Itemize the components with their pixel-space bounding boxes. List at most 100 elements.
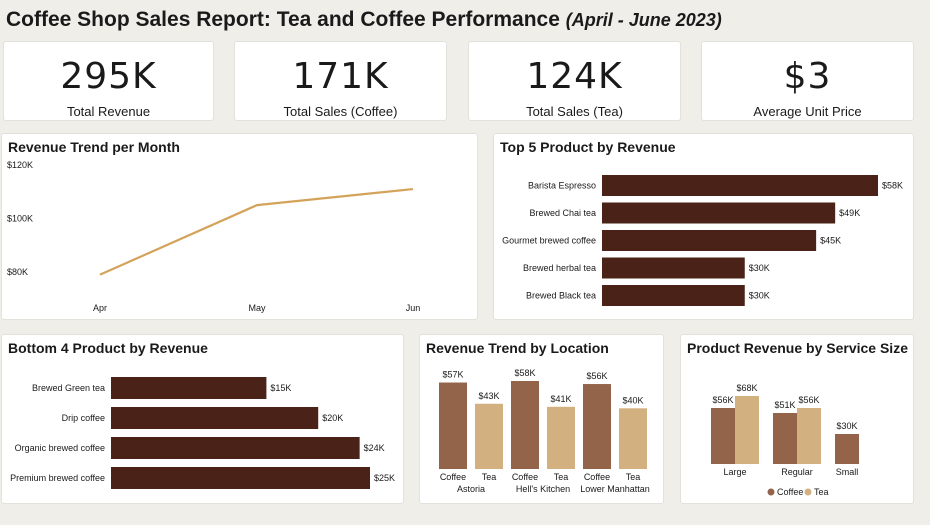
- chart-title: Top 5 Product by Revenue: [500, 139, 676, 155]
- y-tick-label: $100K: [7, 214, 33, 224]
- bar: [835, 434, 859, 464]
- kpi-label: Total Sales (Coffee): [283, 104, 398, 119]
- kpi-label: Total Revenue: [66, 104, 151, 119]
- x-tick-label: Apr: [93, 303, 107, 313]
- bar: [602, 257, 745, 279]
- data-label: $49K: [839, 208, 860, 218]
- chart-title: Revenue Trend by Location: [426, 340, 609, 356]
- bar: [111, 377, 267, 399]
- kpi-card-average-unit-price: $3 Average Unit Price: [701, 41, 914, 121]
- bar: [511, 381, 539, 469]
- data-label: $56K: [586, 371, 607, 381]
- x-category-label: Regular: [781, 467, 813, 477]
- data-label: $25K: [374, 473, 395, 483]
- kpi-value: 295K: [60, 56, 157, 97]
- legend-coffee-marker: [767, 488, 775, 496]
- bar: [439, 382, 467, 469]
- category-label: Barista Espresso: [528, 181, 596, 191]
- bar: [602, 202, 836, 224]
- bar: [797, 408, 821, 464]
- x-category-label: Hell's Kitchen: [516, 484, 570, 494]
- category-label: Gourmet brewed coffee: [502, 236, 596, 246]
- kpi-value: $3: [783, 56, 832, 97]
- chart-title: Revenue Trend per Month: [8, 139, 180, 155]
- x-subcategory-label: Coffee: [512, 472, 538, 482]
- data-label: $68K: [736, 383, 757, 393]
- x-subcategory-label: Tea: [554, 472, 569, 482]
- location-card: Revenue Trend by Location $57K Coffee $43K…: [419, 334, 664, 504]
- category-label: Brewed herbal tea: [523, 263, 596, 273]
- bar: [111, 467, 370, 489]
- series-line: [99, 187, 414, 276]
- data-label: $15K: [270, 383, 291, 393]
- category-label: Brewed Green tea: [32, 383, 105, 393]
- x-category-label: Lower Manhattan: [580, 484, 650, 494]
- top5-chart: Barista Espresso $58K Brewed Chai tea $49K G…: [502, 175, 903, 306]
- x-subcategory-label: Tea: [482, 472, 497, 482]
- chart-title: Bottom 4 Product by Revenue: [8, 340, 208, 356]
- data-label: $51K: [774, 400, 795, 410]
- y-tick-label: $120K: [7, 160, 33, 170]
- bar: [602, 285, 745, 306]
- x-tick-label: Jun: [406, 303, 421, 313]
- data-label: $58K: [882, 181, 903, 191]
- location-chart: $57K Coffee $43K Tea Astoria $58K Coffee $41K Te…: [439, 368, 650, 494]
- bar: [547, 406, 575, 469]
- data-label: $30K: [836, 421, 857, 431]
- kpi-card-total-revenue: 295K Total Revenue: [3, 41, 214, 121]
- data-label: $58K: [514, 368, 535, 378]
- page-title: Coffee Shop Sales Report: Tea and Coffee…: [6, 8, 722, 32]
- data-label: $24K: [364, 443, 385, 453]
- data-label: $20K: [322, 413, 343, 423]
- kpi-card-total-sales-tea: 124K Total Sales (Tea): [468, 41, 681, 121]
- bottom4-chart: Brewed Green tea $15K Drip coffee $20K Organ…: [10, 377, 395, 489]
- chart-title: Product Revenue by Service Size: [687, 340, 908, 356]
- x-category-label: Small: [836, 467, 859, 477]
- revenue-trend-chart: $120K $100K $80K Apr May Jun: [7, 160, 421, 313]
- x-category-label: Astoria: [457, 484, 485, 494]
- size-card: Product Revenue by Service Size $56K $68K…: [680, 334, 914, 504]
- bar: [602, 175, 878, 196]
- bar: [111, 407, 319, 429]
- category-label: Brewed Black tea: [526, 291, 596, 301]
- top5-card: Top 5 Product by Revenue Barista Espress…: [493, 133, 914, 320]
- legend-coffee-label: Coffee: [777, 487, 803, 497]
- kpi-value: 171K: [292, 56, 389, 97]
- legend-tea-label: Tea: [814, 487, 829, 497]
- bar: [773, 413, 797, 464]
- page-subtitle: (April - June 2023): [565, 10, 722, 30]
- x-subcategory-label: Coffee: [440, 472, 466, 482]
- data-label: $43K: [478, 391, 499, 401]
- bar: [583, 384, 611, 469]
- data-label: $30K: [749, 263, 770, 273]
- data-label: $56K: [798, 395, 819, 405]
- category-label: Organic brewed coffee: [15, 443, 105, 453]
- legend-tea-marker: [804, 488, 812, 496]
- category-label: Brewed Chai tea: [529, 208, 596, 218]
- bar: [619, 408, 647, 469]
- bar: [735, 396, 759, 464]
- bar: [711, 408, 735, 464]
- kpi-card-total-sales-coffee: 171K Total Sales (Coffee): [234, 41, 447, 121]
- kpi-label: Average Unit Price: [753, 104, 862, 119]
- kpi-value: 124K: [526, 56, 623, 97]
- data-label: $41K: [550, 394, 571, 404]
- y-tick-label: $80K: [7, 267, 28, 277]
- x-subcategory-label: Tea: [626, 472, 641, 482]
- x-subcategory-label: Coffee: [584, 472, 610, 482]
- x-tick-label: May: [248, 303, 266, 313]
- kpi-label: Total Sales (Tea): [526, 104, 623, 119]
- bottom4-card: Bottom 4 Product by Revenue Brewed Green…: [1, 334, 404, 504]
- revenue-trend-card: Revenue Trend per Month $120K $100K $80K Ap…: [1, 133, 478, 320]
- x-category-label: Large: [723, 467, 746, 477]
- bar: [475, 403, 503, 469]
- data-label: $40K: [622, 395, 643, 405]
- page-title-text: Coffee Shop Sales Report: Tea and Coffee…: [6, 8, 560, 31]
- data-label: $45K: [820, 236, 841, 246]
- data-label: $57K: [442, 370, 463, 380]
- bar: [602, 230, 817, 251]
- bar: [111, 437, 360, 459]
- data-label: $56K: [712, 395, 733, 405]
- data-label: $30K: [749, 291, 770, 301]
